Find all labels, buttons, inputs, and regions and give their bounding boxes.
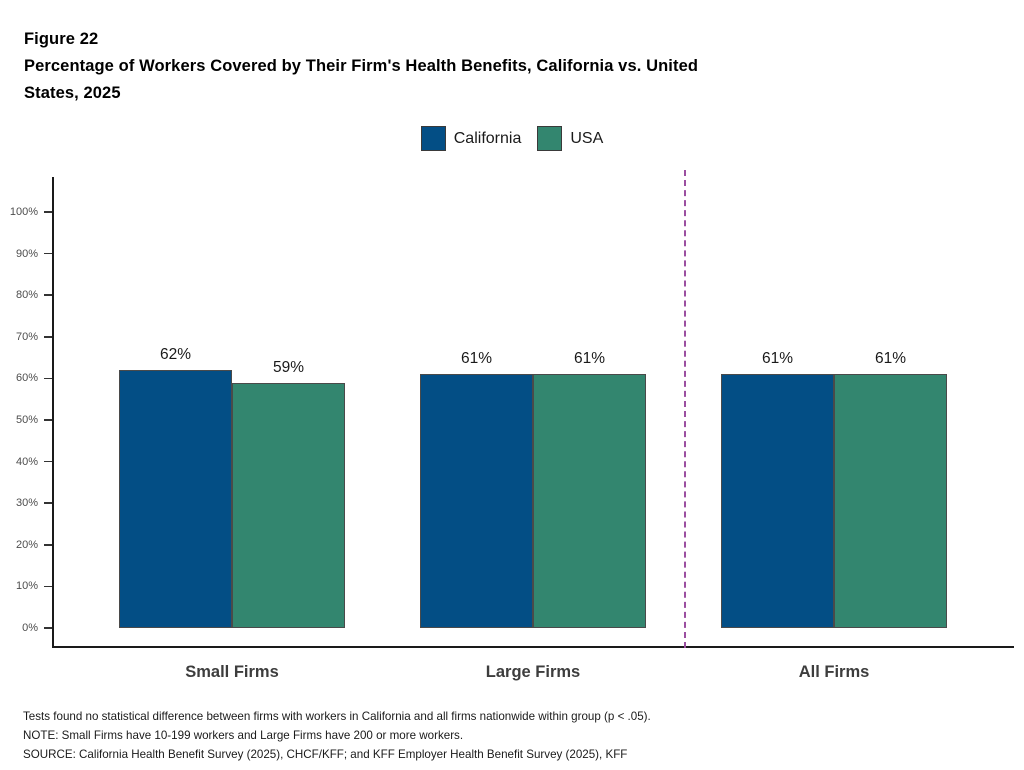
y-axis-tick-label: 40%: [15, 455, 38, 468]
y-axis-tick-label: 50%: [15, 414, 38, 426]
y-axis-tick-label: 100%: [9, 206, 38, 218]
footnote-significance: Tests found no statistical difference be…: [23, 710, 651, 723]
legend-item-usa[interactable]: USA: [537, 126, 603, 151]
y-axis-tick-label: 60%: [15, 372, 38, 385]
y-axis-tick-mark: [44, 336, 52, 338]
y-axis-line: [52, 177, 54, 648]
bar-value-label: 61%: [761, 350, 794, 368]
chart-title-line-2: States, 2025: [24, 84, 121, 102]
y-axis-tick-label: 0%: [22, 622, 38, 634]
y-axis-tick-mark: [44, 502, 52, 504]
bar-value-label: 61%: [573, 350, 606, 368]
bar-california-all-firms: [721, 374, 834, 628]
group-divider-line: [683, 170, 686, 648]
bar-value-label: 62%: [159, 346, 192, 364]
y-axis-tick-label: 90%: [15, 247, 38, 260]
y-axis-tick-mark: [44, 294, 52, 296]
category-label-large-firms: Large Firms: [485, 663, 581, 681]
category-label-small-firms: Small Firms: [185, 663, 279, 681]
footnote-note: NOTE: Small Firms have 10-199 workers an…: [23, 729, 464, 742]
chart-legend: California USA: [0, 126, 1024, 151]
bar-california-small-firms: [119, 370, 232, 628]
bar-usa-large-firms: [533, 374, 646, 628]
legend-label-usa: USA: [570, 129, 604, 147]
bar-usa-all-firms: [834, 374, 947, 628]
bar-usa-small-firms: [232, 382, 345, 628]
legend-swatch-usa: [537, 126, 563, 151]
y-axis-tick-mark: [44, 252, 52, 255]
bar-value-label: 61%: [874, 350, 907, 368]
bar-california-large-firms: [420, 374, 533, 628]
y-axis-tick-mark: [44, 211, 52, 213]
y-axis-tick-mark: [44, 544, 52, 546]
y-axis-tick-mark: [44, 419, 52, 421]
chart-title-line-1: Percentage of Workers Covered by Their F…: [24, 57, 699, 75]
y-axis-tick-label: 70%: [15, 330, 38, 343]
title-block: Figure 22 Percentage of Workers Covered …: [24, 26, 924, 107]
category-label-all-firms: All Firms: [798, 663, 870, 681]
y-axis-tick-mark: [44, 627, 52, 629]
legend-label-california: California: [453, 129, 522, 147]
legend-item-california[interactable]: California: [420, 126, 522, 151]
bar-value-label: 61%: [460, 350, 493, 368]
figure-number: Figure 22: [24, 30, 99, 48]
y-axis-tick-label: 20%: [15, 538, 38, 551]
y-axis-tick-label: 80%: [15, 289, 38, 302]
footnotes-block: Tests found no statistical difference be…: [23, 707, 1003, 764]
y-axis-tick-label: 30%: [15, 497, 38, 510]
plot-area: 0% 10% 20% 30% 40% 50% 60% 70% 80% 90% 100% 62% 59%…: [10, 170, 1014, 681]
footnote-source: SOURCE: California Health Benefit Survey…: [23, 748, 628, 761]
bar-value-label: 59%: [272, 358, 305, 376]
x-axis-line: [52, 646, 1014, 648]
y-axis-tick-mark: [44, 585, 52, 588]
y-axis-tick-mark: [44, 377, 52, 380]
y-axis-tick-label: 10%: [15, 580, 38, 593]
y-axis-tick-mark: [44, 460, 52, 463]
legend-swatch-california: [420, 126, 446, 151]
